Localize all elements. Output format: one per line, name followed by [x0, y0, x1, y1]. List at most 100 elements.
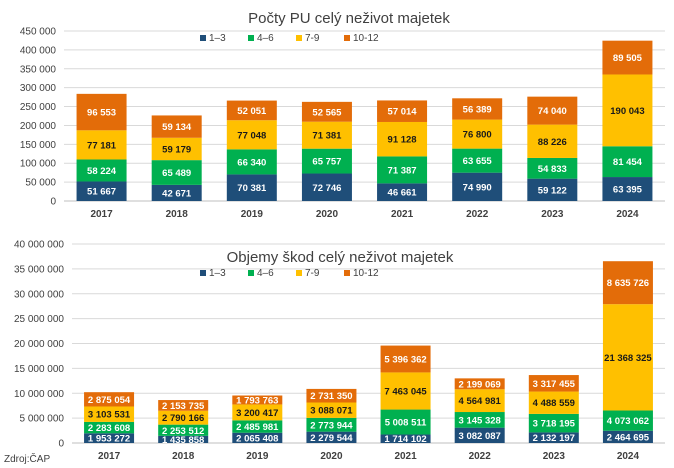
- bar-segment: [84, 392, 135, 407]
- bar-segment: [602, 304, 653, 411]
- data-label: 3 103 531: [88, 410, 131, 421]
- x-tick-label: 2024: [617, 451, 640, 462]
- bar-segment: [84, 421, 135, 434]
- bar-segment: [528, 432, 579, 443]
- bar-segment: [380, 372, 431, 410]
- bar-segment: [301, 121, 352, 149]
- legend-label: 1–3: [209, 268, 226, 279]
- data-label: 2 153 735: [162, 401, 205, 412]
- y-tick-label: 300 000: [20, 83, 57, 94]
- data-label: 88 226: [538, 137, 567, 148]
- y-tick-label: 5 000 000: [20, 414, 65, 425]
- data-label: 63 395: [613, 185, 643, 196]
- bar-segment: [84, 406, 135, 422]
- bar-segment: [226, 120, 277, 150]
- data-label: 7 463 045: [384, 386, 427, 397]
- data-label: 3 082 087: [459, 431, 501, 442]
- data-label: 56 389: [463, 104, 492, 115]
- bar-segment: [452, 172, 503, 201]
- source-note: Zdroj:ČAP: [4, 452, 50, 465]
- data-label: 3 718 195: [533, 419, 576, 430]
- data-label: 52 051: [237, 106, 267, 117]
- x-tick-label: 2022: [466, 209, 489, 220]
- data-label: 2 065 408: [236, 433, 278, 444]
- legend-label: 1–3: [209, 33, 226, 44]
- data-label: 8 635 726: [607, 278, 649, 289]
- bar-segment: [76, 130, 127, 160]
- bar-segment: [602, 146, 653, 178]
- chart-title: Počty PU celý neživot majetek: [248, 10, 450, 27]
- legend-label: 4–6: [257, 33, 274, 44]
- data-label: 81 454: [613, 157, 643, 168]
- legend-swatch: [344, 35, 350, 41]
- bar-segment: [377, 100, 428, 122]
- bar-segment: [454, 389, 505, 413]
- data-label: 3 088 071: [310, 406, 353, 417]
- data-label: 2 731 350: [310, 391, 352, 402]
- data-label: 91 128: [388, 135, 417, 146]
- bar-segment: [84, 433, 135, 443]
- legend-label: 10-12: [353, 268, 379, 279]
- bar-segment: [377, 183, 428, 201]
- data-label: 2 790 166: [162, 413, 204, 424]
- bar-segment: [76, 93, 127, 131]
- bar-segment: [454, 378, 505, 390]
- bar-segment: [377, 121, 428, 157]
- data-label: 1 953 272: [88, 434, 130, 445]
- data-label: 66 340: [237, 157, 266, 168]
- y-tick-label: 350 000: [20, 64, 57, 75]
- x-tick-label: 2021: [391, 209, 414, 220]
- data-label: 57 014: [388, 107, 418, 118]
- bar-segment: [306, 388, 357, 403]
- bar-segment: [226, 149, 277, 175]
- bar-segment: [301, 148, 352, 174]
- data-label: 4 564 981: [459, 396, 502, 407]
- data-label: 3 317 455: [533, 379, 576, 390]
- x-tick-label: 2023: [543, 451, 566, 462]
- bar-segment: [301, 101, 352, 122]
- data-label: 2 279 544: [310, 433, 353, 444]
- data-label: 1 435 858: [162, 435, 204, 446]
- y-tick-label: 25 000 000: [14, 314, 64, 325]
- legend-swatch: [344, 270, 350, 276]
- data-label: 96 553: [87, 108, 116, 119]
- data-label: 59 134: [162, 122, 192, 133]
- bar-segment: [527, 96, 578, 125]
- y-tick-label: 35 000 000: [14, 264, 64, 275]
- bar-segment: [226, 100, 277, 121]
- x-tick-label: 2017: [98, 451, 121, 462]
- chart-objemy-skod: Objemy škod celý neživot majetek 0 5 000 …: [14, 240, 665, 462]
- data-label: 2 132 197: [533, 433, 575, 444]
- data-label: 2 283 608: [88, 423, 130, 434]
- y-tick-label: 400 000: [20, 45, 57, 56]
- data-label: 2 875 054: [88, 395, 131, 406]
- bar-segment: [528, 391, 579, 414]
- bar-segment: [226, 174, 277, 201]
- data-label: 5 008 511: [385, 418, 427, 429]
- x-tick-label: 2019: [246, 451, 269, 462]
- data-label: 3 200 417: [236, 408, 278, 419]
- bar-segment: [380, 409, 431, 435]
- legend-label: 4–6: [257, 268, 274, 279]
- data-label: 63 655: [463, 156, 493, 167]
- bar-segment: [301, 173, 352, 201]
- bar-segment: [306, 417, 357, 432]
- bar-segment: [232, 404, 283, 421]
- x-tick-label: 2020: [316, 209, 339, 220]
- data-label: 1 714 102: [384, 434, 426, 445]
- y-tick-label: 250 000: [20, 102, 57, 113]
- y-tick-label: 0: [58, 439, 64, 450]
- data-label: 4 073 062: [607, 416, 649, 427]
- data-label: 71 381: [312, 131, 342, 142]
- bar-segment: [380, 345, 431, 373]
- bar-segment: [151, 184, 202, 201]
- bar-segment: [602, 410, 653, 431]
- data-label: 2 464 695: [607, 432, 650, 443]
- bar-segment: [452, 98, 503, 120]
- bar-segment: [151, 160, 202, 185]
- data-label: 5 396 362: [384, 355, 426, 366]
- bar-segment: [602, 177, 653, 201]
- legend-swatch: [200, 35, 206, 41]
- bar-segment: [528, 413, 579, 433]
